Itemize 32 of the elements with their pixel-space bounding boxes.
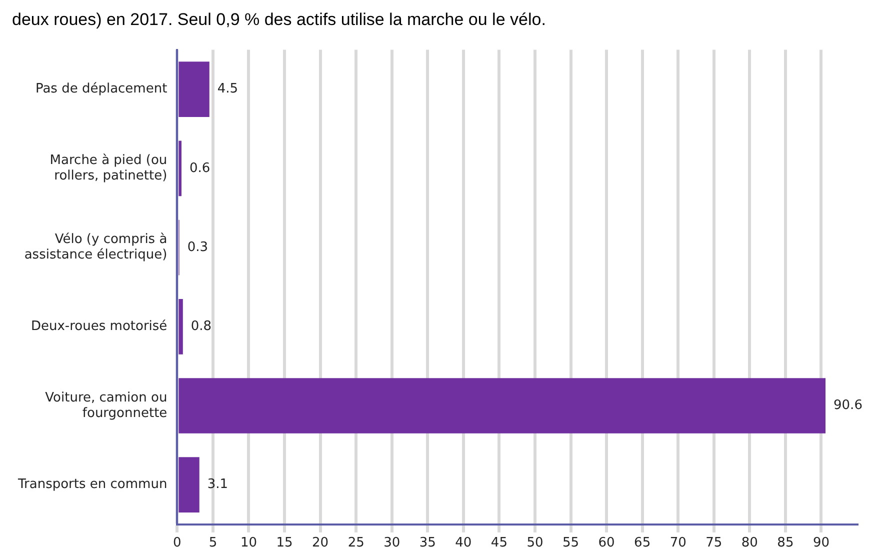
x-tick-label: 0 (173, 536, 182, 551)
y-tick-label: Transports en commun (16, 477, 168, 492)
y-tick-label: Pas de déplacement (35, 82, 168, 97)
x-tick-label: 65 (634, 536, 651, 551)
x-tick-label: 30 (384, 536, 400, 551)
y-tick-label: Vélo (y compris à assistance électrique) (24, 232, 168, 263)
x-tick-label: 45 (490, 536, 508, 551)
x-tick-label: 70 (670, 536, 686, 551)
text: deux roues) en 2017. Seul 0,9 % des actifs utilise la marche ou le vélo. (11, 9, 547, 31)
x-tick-label: 10 (240, 536, 258, 551)
data-label: 90.6 (834, 398, 862, 414)
x-tick-label: 75 (706, 536, 722, 551)
x-tick-label: 15 (276, 536, 293, 551)
data-label: 0.8 (190, 319, 212, 334)
x-tick-label: 80 (741, 536, 758, 551)
x-tick-label: 25 (348, 536, 364, 551)
x-tick-label: 85 (777, 536, 794, 551)
data-label: 3.1 (207, 477, 228, 492)
y-tick-label: Deux-roues motorisé (30, 319, 168, 334)
y-tick-label: Marche à pied (ou rollers, patinette) (50, 153, 168, 184)
x-tick-label: 20 (312, 536, 329, 551)
x-tick-label: 90 (812, 536, 830, 551)
data-label: 0.6 (189, 160, 210, 176)
x-tick-label: 35 (419, 536, 436, 551)
data-label: 4.5 (217, 82, 238, 97)
x-tick-label: 55 (562, 536, 580, 551)
x-tick-label: 40 (455, 536, 472, 551)
data-label: 0.3 (187, 240, 208, 255)
x-tick-label: 50 (526, 536, 544, 551)
x-tick-label: 60 (598, 536, 615, 551)
x-tick-label: 5 (208, 536, 218, 551)
y-tick-label: Voiture, camion ou fourgonnette (45, 390, 168, 421)
